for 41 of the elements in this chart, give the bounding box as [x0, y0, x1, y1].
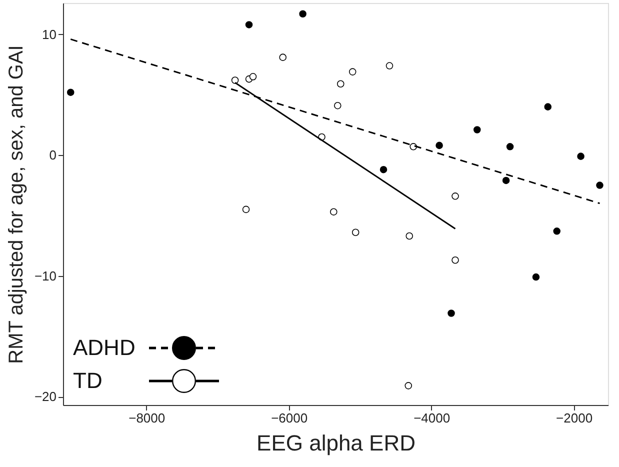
x-tick-label: −4000 — [414, 410, 450, 426]
point — [596, 182, 604, 189]
point — [299, 10, 306, 18]
point — [330, 208, 338, 216]
x-tick-label: −8000 — [128, 410, 166, 426]
point — [506, 143, 514, 150]
point — [245, 21, 253, 28]
point — [532, 273, 540, 281]
legend-label: TD — [73, 368, 102, 393]
y-tick-label: 0 — [49, 148, 56, 163]
point — [242, 206, 250, 214]
point — [231, 76, 239, 84]
point — [448, 310, 455, 317]
point — [249, 73, 257, 80]
point — [452, 256, 459, 264]
y-axis-title: RMT adjusted for age, sex, and GAI — [5, 45, 28, 364]
point — [406, 232, 414, 240]
point — [380, 166, 388, 174]
point — [502, 176, 510, 184]
x-axis-title: EEG alpha ERD — [256, 430, 416, 456]
point — [410, 143, 418, 150]
point — [279, 54, 286, 61]
y-tick-label: 10 — [42, 26, 56, 42]
point — [336, 80, 344, 88]
point — [348, 68, 356, 76]
point — [66, 88, 74, 96]
point — [544, 103, 552, 110]
point — [436, 142, 443, 150]
point — [404, 382, 412, 390]
point — [386, 62, 394, 70]
point — [553, 228, 560, 235]
legend-label: ADHD — [73, 335, 136, 360]
x-tick-label: −2000 — [556, 410, 593, 426]
point — [452, 192, 459, 200]
y-tick-label: −10 — [34, 268, 56, 284]
point — [352, 228, 360, 236]
point — [473, 126, 481, 134]
point — [577, 152, 584, 160]
y-tick-label: −20 — [34, 389, 56, 404]
point — [334, 102, 342, 110]
x-tick-label: −6000 — [271, 410, 308, 426]
